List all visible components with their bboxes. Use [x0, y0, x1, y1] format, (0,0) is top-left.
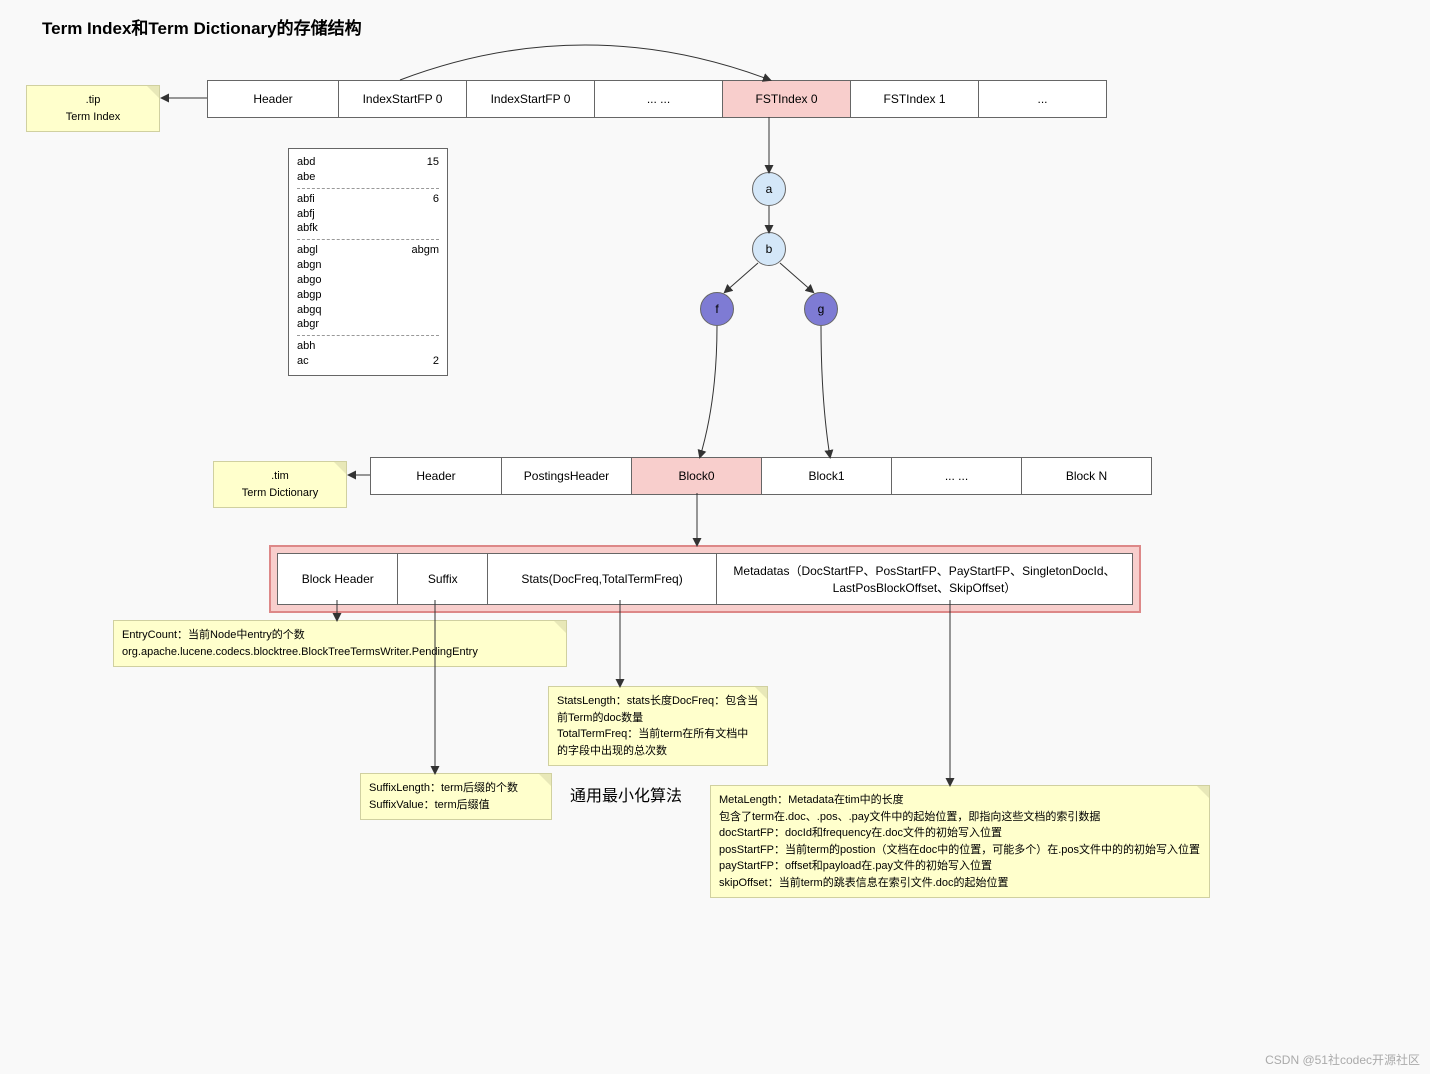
term-row: abfj	[297, 207, 439, 222]
stats-note: StatsLength：stats长度DocFreq：包含当前Term的doc数…	[548, 686, 768, 766]
tim-cell: Block N	[1021, 458, 1151, 494]
tim-cell: Header	[371, 458, 501, 494]
node-f: f	[700, 292, 734, 326]
tim-cell: Block1	[761, 458, 891, 494]
tip-cell: FSTIndex 0	[722, 81, 850, 117]
term-row: abgp	[297, 288, 439, 303]
block-row: Block HeaderSuffixStats(DocFreq,TotalTer…	[277, 553, 1133, 605]
term-table: abd15abeabfi6abfjabfkabglabgmabgnabgoabg…	[288, 148, 448, 376]
tip-line2: Term Index	[35, 109, 151, 126]
term-row: abfk	[297, 221, 439, 236]
term-row: abfi6	[297, 192, 439, 207]
tim-note: .tim Term Dictionary	[213, 461, 347, 508]
page-title: Term Index和Term Dictionary的存储结构	[42, 14, 362, 39]
entry-note: EntryCount：当前Node中entry的个数 org.apache.lu…	[113, 620, 567, 667]
suffix-note: SuffixLength：term后缀的个数 SuffixValue：term后…	[360, 773, 552, 820]
block-cell: Block Header	[278, 554, 397, 604]
node-b: b	[752, 232, 786, 266]
tip-cell: Header	[208, 81, 338, 117]
term-row: abh	[297, 339, 439, 354]
term-row: abe	[297, 170, 439, 185]
block-detail-wrap: Block HeaderSuffixStats(DocFreq,TotalTer…	[269, 545, 1141, 613]
term-row: abglabgm	[297, 243, 439, 258]
term-row: abd15	[297, 155, 439, 170]
meta-note: MetaLength：Metadata在tim中的长度 包含了term在.doc…	[710, 785, 1210, 898]
tim-cell: Block0	[631, 458, 761, 494]
term-row: abgn	[297, 258, 439, 273]
tip-line1: .tip	[35, 92, 151, 109]
connectors	[0, 0, 1430, 1074]
block-cell: Metadatas（DocStartFP、PosStartFP、PayStart…	[716, 554, 1132, 604]
block-cell: Suffix	[397, 554, 487, 604]
tim-line1: .tim	[222, 468, 338, 485]
term-row: abgo	[297, 273, 439, 288]
block-cell: Stats(DocFreq,TotalTermFreq)	[487, 554, 716, 604]
term-row: abgq	[297, 303, 439, 318]
node-a: a	[752, 172, 786, 206]
tim-row: HeaderPostingsHeaderBlock0Block1... ...B…	[370, 457, 1152, 495]
tim-line2: Term Dictionary	[222, 485, 338, 502]
tim-cell: ... ...	[891, 458, 1021, 494]
tip-cell: FSTIndex 1	[850, 81, 978, 117]
tip-cell: IndexStartFP 0	[338, 81, 466, 117]
tip-note: .tip Term Index	[26, 85, 160, 132]
node-g: g	[804, 292, 838, 326]
term-row: abgr	[297, 317, 439, 332]
tip-cell: ... ...	[594, 81, 722, 117]
algo-label: 通用最小化算法	[570, 782, 682, 806]
tip-row: HeaderIndexStartFP 0IndexStartFP 0... ..…	[207, 80, 1107, 118]
tip-cell: ...	[978, 81, 1106, 117]
tip-cell: IndexStartFP 0	[466, 81, 594, 117]
tim-cell: PostingsHeader	[501, 458, 631, 494]
term-row: ac2	[297, 354, 439, 369]
watermark: CSDN @51社codec开源社区	[1265, 1051, 1420, 1068]
